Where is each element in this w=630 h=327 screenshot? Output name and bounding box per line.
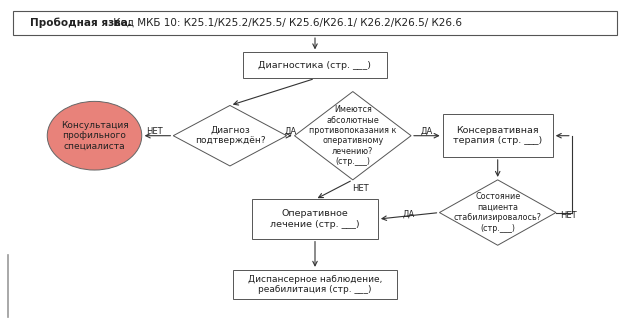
- Polygon shape: [295, 92, 411, 180]
- FancyBboxPatch shape: [442, 114, 553, 157]
- Text: Консультация
профильного
специалиста: Консультация профильного специалиста: [60, 121, 129, 151]
- Text: Диспансерное наблюдение,
реабилитация (стр. ___): Диспансерное наблюдение, реабилитация (с…: [248, 275, 382, 294]
- Text: Консервативная
терапия (стр. ___): Консервативная терапия (стр. ___): [453, 126, 542, 146]
- Ellipse shape: [47, 101, 142, 170]
- Text: ДА: ДА: [285, 126, 297, 135]
- Text: Состояние
пациента
стабилизировалось?
(стр.___): Состояние пациента стабилизировалось? (с…: [454, 193, 542, 232]
- Text: Оперативное
лечение (стр. ___): Оперативное лечение (стр. ___): [270, 209, 360, 229]
- Text: Код МКБ 10: К25.1/К25.2/К25.5/ К25.6/К26.1/ К26.2/К26.5/ К26.6: Код МКБ 10: К25.1/К25.2/К25.5/ К25.6/К26…: [110, 18, 462, 28]
- Text: Имеются
абсолютные
противопоказания к
оперативному
лечению?
(стр.___): Имеются абсолютные противопоказания к оп…: [309, 105, 396, 166]
- Text: НЕТ: НЕТ: [352, 183, 369, 193]
- FancyBboxPatch shape: [252, 199, 378, 239]
- Polygon shape: [173, 105, 287, 166]
- Text: НЕТ: НЕТ: [560, 211, 577, 220]
- Text: ДА: ДА: [403, 210, 415, 219]
- FancyBboxPatch shape: [233, 270, 397, 299]
- Text: НЕТ: НЕТ: [146, 127, 163, 136]
- Text: Прободная язва.: Прободная язва.: [30, 18, 132, 28]
- Text: Диагностика (стр. ___): Диагностика (стр. ___): [258, 61, 372, 70]
- FancyBboxPatch shape: [243, 52, 387, 78]
- Text: Диагноз
подтверждён?: Диагноз подтверждён?: [195, 126, 265, 146]
- Text: ДА: ДА: [421, 126, 433, 135]
- Polygon shape: [440, 180, 556, 245]
- FancyBboxPatch shape: [13, 10, 617, 35]
